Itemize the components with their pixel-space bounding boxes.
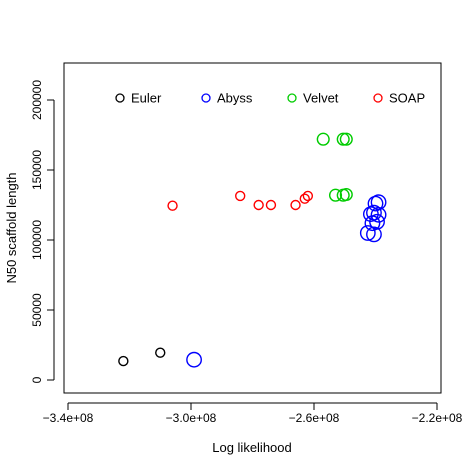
x-tick-label: −3.0e+08 <box>166 411 217 425</box>
y-tick-label: 150000 <box>30 150 44 190</box>
data-points <box>118 132 387 368</box>
y-tick-label: 200000 <box>30 80 44 120</box>
point-soap <box>167 200 178 211</box>
x-tick-label: −3.4e+08 <box>43 411 94 425</box>
y-axis: 0 50000 100000 150000 200000 <box>30 80 55 383</box>
legend-label-velvet: Velvet <box>303 91 339 106</box>
legend-marker-velvet <box>287 93 297 103</box>
legend-marker-euler <box>115 93 125 103</box>
point-abyss <box>370 206 387 223</box>
point-abyss <box>370 194 387 211</box>
y-axis-label: N50 scaffold length <box>4 172 19 283</box>
point-velvet <box>336 132 350 146</box>
y-tick-label: 0 <box>30 376 44 383</box>
legend-marker-abyss <box>201 93 211 103</box>
legend-label-soap: SOAP <box>389 91 425 106</box>
point-abyss <box>359 225 376 241</box>
point-abyss <box>366 226 382 243</box>
plot-frame <box>63 62 442 394</box>
point-soap <box>265 199 277 211</box>
x-tick-label: −2.2e+08 <box>412 411 463 425</box>
point-soap <box>290 199 301 211</box>
point-velvet <box>328 188 343 202</box>
point-soap <box>253 199 264 211</box>
point-velvet <box>316 132 330 146</box>
legend: Euler Abyss Velvet SOAP <box>115 91 425 106</box>
point-euler <box>118 355 129 367</box>
y-tick-label: 50000 <box>30 293 44 327</box>
legend-marker-soap <box>373 93 383 103</box>
point-euler <box>155 347 166 358</box>
legend-label-euler: Euler <box>131 91 162 106</box>
point-soap <box>299 193 310 204</box>
x-axis: −3.4e+08 −3.0e+08 −2.6e+08 −2.2e+08 <box>43 402 463 425</box>
x-axis-label: Log likelihood <box>212 440 292 455</box>
point-soap <box>302 190 314 202</box>
legend-label-abyss: Abyss <box>217 91 253 106</box>
x-tick-label: −2.6e+08 <box>289 411 340 425</box>
point-velvet <box>339 187 353 202</box>
point-soap <box>234 190 246 202</box>
y-tick-label: 100000 <box>30 220 44 260</box>
point-abyss <box>186 351 202 368</box>
point-velvet <box>339 132 353 146</box>
